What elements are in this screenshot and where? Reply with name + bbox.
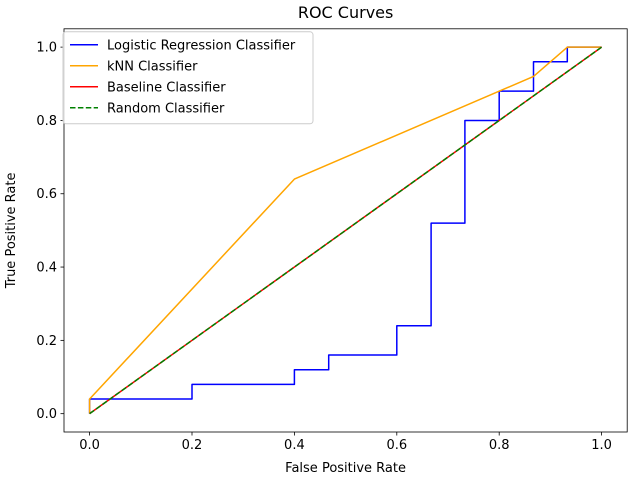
x-tick-label: 0.8 — [489, 438, 510, 453]
y-axis-title: True Positive Rate — [4, 172, 19, 289]
y-tick-label: 0.8 — [36, 114, 57, 129]
chart-title: ROC Curves — [298, 3, 394, 22]
legend-box — [62, 31, 314, 125]
y-tick-label: 0.4 — [36, 261, 57, 276]
series-line-1 — [88, 46, 602, 414]
x-tick-label: 0.4 — [284, 438, 305, 453]
x-tick-label: 0.6 — [386, 438, 407, 453]
series-line-2 — [88, 46, 602, 414]
x-axis-title: False Positive Rate — [285, 461, 406, 476]
plot-frame — [63, 28, 628, 433]
y-tick-label: 0.0 — [36, 407, 57, 422]
series-line-4 — [89, 46, 603, 415]
legend-label: Logistic Regression Classifier — [107, 38, 296, 53]
legend: Logistic Regression Classifier kNN Classi… — [62, 31, 314, 125]
x-tick-label: 0.0 — [79, 438, 100, 453]
y-tick-label: 0.2 — [36, 334, 57, 349]
y-tick-label: 0.6 — [36, 187, 57, 202]
legend-label: kNN Classifier — [107, 59, 198, 74]
axes-group: 0.0 0.2 0.4 0.6 0.8 1.0 0.0 0.2 0.4 0.6 0.8 1.0 — [36, 28, 628, 453]
legend-label: Baseline Classifier — [107, 80, 226, 95]
y-tick-label: 1.0 — [36, 41, 57, 56]
series-group — [88, 46, 603, 415]
legend-label: Random Classifier — [107, 101, 225, 116]
x-tick-label: 1.0 — [591, 438, 612, 453]
x-tick-label: 0.2 — [182, 438, 203, 453]
